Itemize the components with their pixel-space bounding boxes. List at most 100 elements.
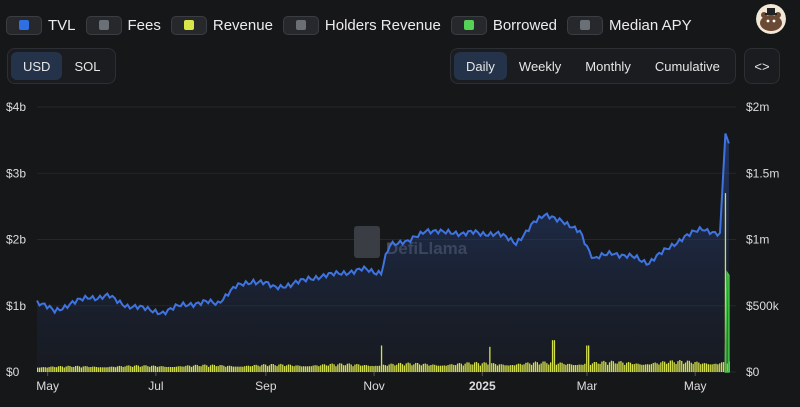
revenue-bar [567, 363, 569, 372]
revenue-bar [109, 366, 111, 372]
revenue-bar [610, 360, 613, 372]
borrowed-line [724, 270, 730, 373]
revenue-bar [690, 362, 692, 372]
legend-toggle[interactable] [6, 15, 42, 35]
legend-toggle[interactable] [282, 15, 319, 35]
legend-label: Median APY [609, 16, 692, 34]
legend-toggle[interactable] [450, 15, 487, 35]
revenue-bar [418, 364, 421, 372]
revenue-bar [470, 364, 472, 372]
revenue-bar [181, 366, 183, 372]
revenue-bar [584, 363, 586, 372]
embed-code-button[interactable]: <> [744, 48, 780, 84]
revenue-bar [145, 365, 147, 372]
revenue-bar [208, 366, 210, 372]
revenue-bar [111, 366, 113, 372]
revenue-bar [593, 362, 595, 372]
right-tick-label: $500k [746, 299, 780, 313]
revenue-bar [40, 367, 43, 372]
revenue-bar [664, 361, 666, 372]
legend-toggle[interactable] [170, 15, 207, 35]
unit-usd-button[interactable]: USD [11, 52, 63, 80]
revenue-bar [485, 362, 487, 372]
revenue-bar [479, 365, 481, 372]
revenue-bar [652, 363, 654, 372]
revenue-bar [576, 365, 578, 372]
revenue-bar [67, 365, 69, 372]
revenue-bar [424, 363, 426, 372]
right-tick-label: $0 [746, 365, 760, 379]
revenue-bar [320, 365, 322, 372]
period-cumulative-button[interactable]: Cumulative [654, 58, 720, 74]
revenue-bar [263, 364, 265, 372]
revenue-bar [44, 367, 46, 372]
legend-item-median-apy[interactable]: Median APY [567, 15, 692, 35]
revenue-bar [168, 366, 170, 372]
revenue-bar [721, 362, 723, 372]
legend-toggle[interactable] [85, 15, 122, 35]
revenue-bar [671, 360, 673, 372]
legend-toggle[interactable] [567, 15, 604, 35]
revenue-bar [519, 363, 521, 372]
revenue-bar [285, 365, 288, 372]
period-daily-button[interactable]: Daily [454, 52, 507, 80]
revenue-bar [367, 365, 369, 372]
revenue-bar [105, 367, 107, 372]
revenue-bar [363, 365, 366, 372]
period-monthly-button[interactable]: Monthly [585, 58, 631, 74]
revenue-bar [411, 365, 413, 372]
revenue-bar [504, 365, 506, 372]
revenue-bar [489, 346, 491, 372]
revenue-bar [536, 362, 538, 372]
revenue-bar [513, 365, 516, 372]
revenue-bar [318, 366, 320, 372]
legend-item-tvl[interactable]: TVL [6, 15, 76, 35]
legend-item-holders-revenue[interactable]: Holders Revenue [282, 15, 441, 35]
revenue-bar [242, 366, 244, 372]
period-toggle: Daily Weekly Monthly Cumulative [450, 48, 736, 84]
revenue-bar [597, 363, 599, 372]
revenue-bar [147, 366, 149, 372]
period-weekly-button[interactable]: Weekly [518, 58, 562, 74]
legend-item-fees[interactable]: Fees [85, 15, 161, 35]
unit-sol-button[interactable]: SOL [74, 58, 101, 74]
revenue-bar [107, 367, 109, 372]
revenue-bar [52, 366, 54, 372]
revenue-bar [565, 364, 567, 372]
revenue-bar [548, 364, 550, 372]
revenue-bar [679, 360, 681, 372]
revenue-bar [278, 364, 280, 372]
revenue-bar [141, 366, 143, 372]
left-tick-label: $3b [6, 166, 26, 180]
revenue-bar [390, 363, 392, 372]
revenue-bar [88, 367, 90, 372]
revenue-bar [95, 367, 98, 372]
revenue-bar [306, 366, 309, 372]
revenue-bar [128, 365, 130, 372]
revenue-bar [692, 363, 694, 372]
revenue-bar [314, 365, 316, 372]
legend-item-borrowed[interactable]: Borrowed [450, 15, 557, 35]
revenue-bar [116, 366, 119, 372]
code-icon: <> [754, 58, 770, 74]
revenue-bar [439, 365, 442, 372]
revenue-bar [601, 361, 603, 372]
revenue-bar [688, 360, 690, 372]
revenue-bar [213, 364, 215, 372]
revenue-bar [149, 366, 151, 372]
revenue-bar [101, 367, 103, 372]
revenue-bar [322, 364, 324, 372]
revenue-bar [527, 362, 529, 372]
revenue-bar [531, 364, 533, 372]
revenue-bar [379, 365, 381, 372]
revenue-bar [529, 363, 531, 372]
revenue-bar [143, 365, 145, 372]
revenue-bar [246, 365, 248, 372]
revenue-bar [582, 364, 584, 372]
revenue-bar [323, 364, 326, 372]
legend-item-revenue[interactable]: Revenue [170, 15, 273, 35]
revenue-bar [612, 361, 614, 372]
revenue-bar [703, 363, 706, 372]
revenue-bar [217, 366, 219, 372]
revenue-bar [37, 367, 39, 372]
